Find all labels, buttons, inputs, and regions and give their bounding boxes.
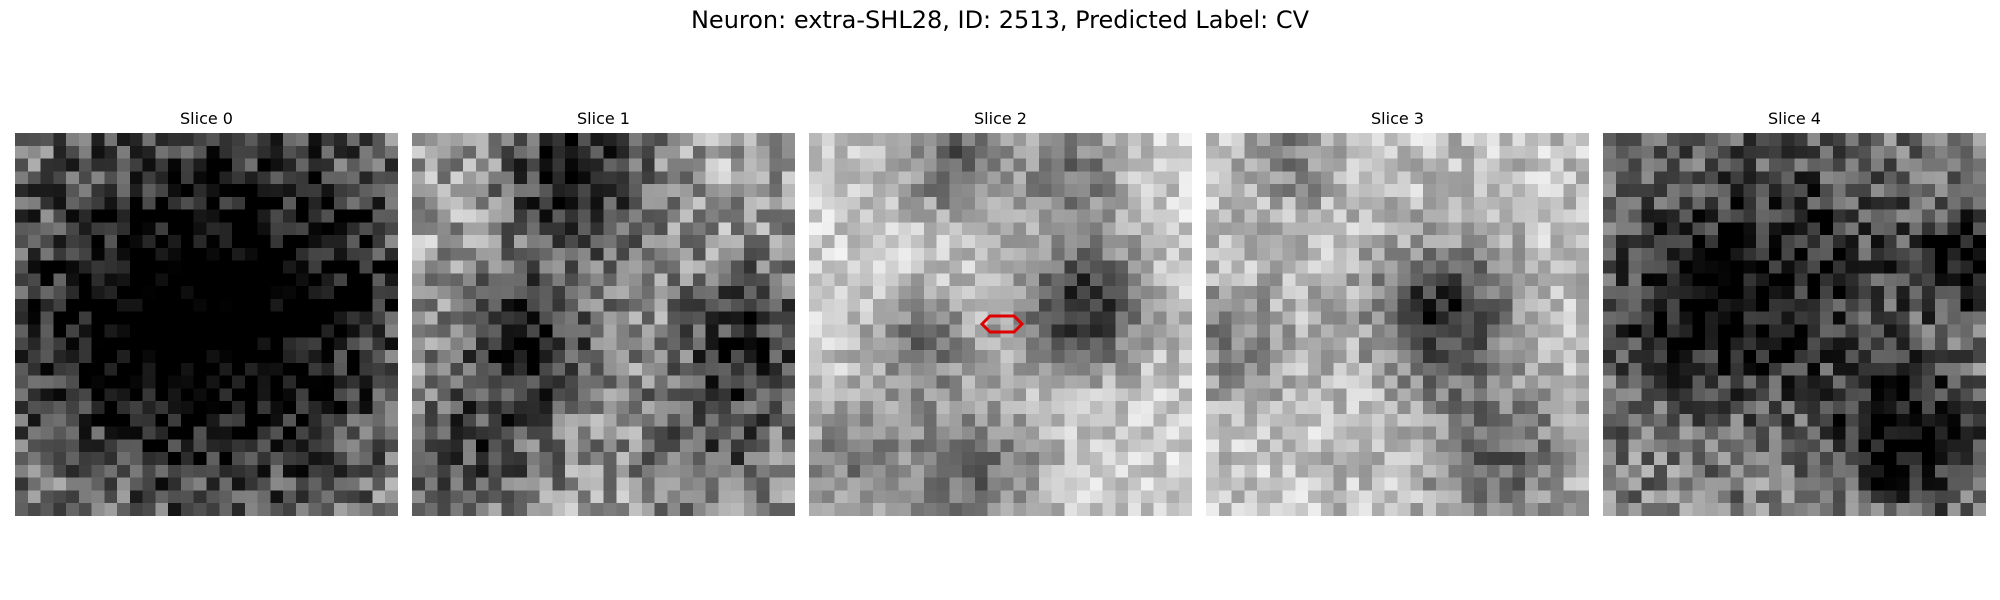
- slice-title-3: Slice 3: [1371, 109, 1424, 128]
- slice-title-4: Slice 4: [1768, 109, 1821, 128]
- slice-panel-0: Slice 0: [15, 108, 398, 516]
- slice-panel-1: Slice 1: [412, 108, 795, 516]
- slice-title-0: Slice 0: [180, 109, 233, 128]
- slice-panel-2: Slice 2: [809, 108, 1192, 516]
- slice-title-2: Slice 2: [974, 109, 1027, 128]
- slice-title-1: Slice 1: [577, 109, 630, 128]
- slice-image-0: [15, 133, 398, 516]
- slice-panel-4: Slice 4: [1603, 108, 1986, 516]
- slice-image-3: [1206, 133, 1589, 516]
- slice-image-4: [1603, 133, 1986, 516]
- figure-title: Neuron: extra-SHL28, ID: 2513, Predicted…: [690, 6, 1310, 34]
- slice-image-2: [809, 133, 1192, 516]
- slice-image-1: [412, 133, 795, 516]
- slice-panel-3: Slice 3: [1206, 108, 1589, 516]
